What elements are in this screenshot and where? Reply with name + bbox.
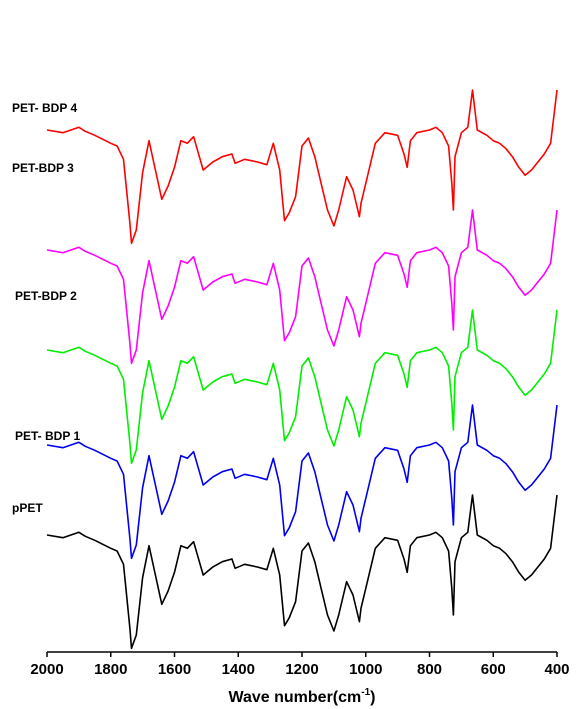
- x-axis-ticks: 2000 1800 1600 1400 1200 1000 800 600 400: [30, 652, 570, 678]
- series-label-5: pPET: [12, 501, 43, 515]
- x-axis-title-suffix: ): [370, 689, 375, 706]
- series-label-1: PET- BDP 4: [12, 101, 77, 115]
- series-line-5: [46, 494, 558, 650]
- x-tick-label: 400: [544, 661, 569, 678]
- x-tick-label: 1000: [349, 661, 382, 678]
- series-line-1: [46, 89, 558, 245]
- series-line-3: [46, 309, 558, 465]
- x-tick-label: 2000: [30, 661, 63, 678]
- series-line-4: [46, 404, 558, 560]
- series-label-3: PET-BDP 2: [15, 289, 77, 303]
- x-tick-label: 800: [417, 661, 442, 678]
- x-tick-label: 1800: [94, 661, 127, 678]
- series-label-2: PET-BDP 3: [12, 161, 74, 175]
- series-layer: [46, 89, 558, 650]
- x-tick-label: 1400: [222, 661, 255, 678]
- x-axis-title: Wave number(cm-1): [228, 687, 375, 706]
- x-tick-label: 600: [481, 661, 506, 678]
- x-tick-label: 1200: [285, 661, 318, 678]
- series-label-4: PET- BDP 1: [15, 429, 80, 443]
- series-labels: PET- BDP 4 PET-BDP 3 PET-BDP 2 PET- BDP 1 pP…: [12, 101, 80, 515]
- x-axis-title-superscript: -1: [361, 687, 370, 698]
- series-line-2: [46, 209, 558, 365]
- x-axis-title-prefix: Wave number(cm: [228, 689, 361, 706]
- x-tick-label: 1600: [158, 661, 191, 678]
